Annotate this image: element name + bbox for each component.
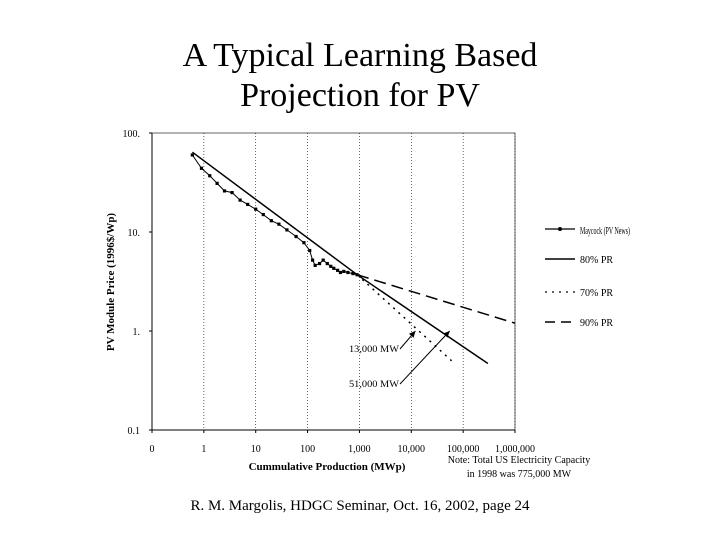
x-tick-label: 10 xyxy=(251,444,261,455)
annotation-layer: 13,000 MW 51,000 MW xyxy=(349,330,451,389)
legend-label-90pr: 90% PR xyxy=(580,318,613,329)
note-line-1: Note: Total US Electricity Capacity xyxy=(448,455,590,466)
legend-item-80pr: 80% PR xyxy=(545,255,613,266)
y-tick-label: 0.1 xyxy=(128,426,141,437)
series-point xyxy=(230,191,234,195)
legend-item-90pr: 90% PR xyxy=(545,318,613,329)
series-point xyxy=(302,241,306,245)
series-point xyxy=(332,266,336,270)
series-point xyxy=(321,258,325,262)
legend-item-maycock: Maycock (PV News) xyxy=(545,226,630,237)
series-point xyxy=(269,219,273,223)
series-point xyxy=(199,166,204,170)
series-point xyxy=(285,228,289,232)
x-axis-label: Cummulative Production (MWp) xyxy=(249,461,406,473)
series-point xyxy=(342,269,346,273)
series-point xyxy=(313,263,317,267)
series-point xyxy=(238,198,242,202)
tick-layer: 0 1 10 100 1,000 10,000 100,000 1,000,000 100. 10… xyxy=(123,129,536,455)
y-tick-label: 100. xyxy=(123,129,141,140)
annotation-arrow xyxy=(399,330,451,385)
x-tick-label: 1 xyxy=(201,444,206,455)
legend-label-70pr: 70% PR xyxy=(580,288,613,299)
series-point xyxy=(346,270,350,275)
series-point xyxy=(261,212,265,217)
series-point xyxy=(294,234,298,239)
y-tick-label: 1. xyxy=(133,327,141,338)
series-point xyxy=(246,202,250,207)
x-tick-label: 100,000 xyxy=(447,444,480,455)
series-line-1 xyxy=(191,151,489,365)
title-line-1: A Typical Learning Based xyxy=(182,37,538,74)
series-point xyxy=(277,222,281,226)
y-tick-label: 10. xyxy=(128,228,141,239)
legend-item-70pr: 70% PR xyxy=(545,288,613,299)
x-tick-label: 1,000 xyxy=(348,444,371,455)
x-tick-label: 1,000,000 xyxy=(495,444,535,455)
series-point xyxy=(308,248,312,253)
series-point xyxy=(336,268,340,272)
series-point xyxy=(222,189,227,193)
title-line-2: Projection for PV xyxy=(240,77,480,114)
annotation-arrowhead xyxy=(408,331,416,338)
slide-title: A Typical Learning Based Projection for … xyxy=(0,36,720,116)
series-line-3 xyxy=(356,273,516,324)
x-tick-label: 10,000 xyxy=(398,444,426,455)
annotation-label: 13,000 MW xyxy=(349,344,400,354)
axis-layer xyxy=(151,132,516,431)
x-tick-label: 0 xyxy=(150,444,155,455)
series-point xyxy=(338,270,343,275)
series-point xyxy=(317,261,322,266)
legend-label-80pr: 80% PR xyxy=(580,255,613,266)
x-tick-label: 100 xyxy=(300,444,315,455)
series-point xyxy=(310,258,315,262)
legend-label-maycock: Maycock (PV News) xyxy=(580,226,630,237)
annotation-arrowhead xyxy=(443,331,450,338)
series-point xyxy=(208,174,212,178)
plot-frame xyxy=(151,132,516,431)
slide-footer: R. M. Margolis, HDGC Seminar, Oct. 16, 2… xyxy=(190,498,530,514)
series-point xyxy=(254,207,258,211)
series-point xyxy=(215,181,219,185)
series-layer xyxy=(190,151,516,365)
note-line-2: in 1998 was 775,000 MW xyxy=(467,469,572,480)
annotation-label: 51,000 MW xyxy=(349,379,400,389)
legend: Maycock (PV News) 80% PR 70% PR 90% PR xyxy=(545,226,630,329)
series-point xyxy=(325,261,329,266)
series-point xyxy=(190,153,194,157)
series-point xyxy=(351,272,355,276)
series-point xyxy=(329,264,333,268)
y-axis-label: PV Module Price (1996$/Wp) xyxy=(105,213,117,352)
